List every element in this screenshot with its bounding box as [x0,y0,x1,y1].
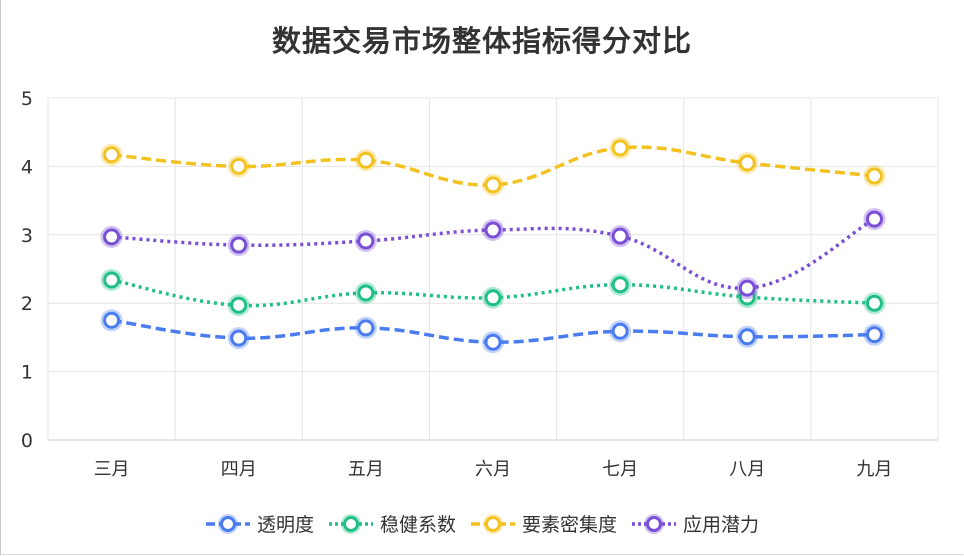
data-point [611,322,629,340]
legend-marker-icon [471,513,515,534]
data-point [865,294,883,312]
data-point [357,232,375,250]
legend-label: 要素密集度 [522,514,618,536]
data-point [357,151,375,169]
legend-item[interactable]: 要素密集度 [470,510,617,537]
legend-item[interactable]: 稳健系数 [328,510,456,537]
data-point [484,289,502,307]
data-point [103,311,121,329]
legend-marker-icon [632,513,677,534]
data-point [738,328,756,346]
data-point [230,236,248,254]
x-tick-label: 七月 [602,459,638,480]
data-point [230,157,248,175]
series-2 [100,268,886,317]
legend-item[interactable]: 应用潜力 [631,510,759,537]
chart-title: 数据交易市场整体指标得分对比 [271,24,692,58]
data-point [103,228,121,246]
data-point [357,284,375,302]
x-tick-label: 四月 [221,459,257,480]
y-tick-label: 3 [21,225,33,247]
data-point [611,139,629,157]
x-tick-label: 九月 [856,459,892,480]
y-tick-label: 4 [21,156,33,178]
y-tick-label: 2 [21,293,33,315]
data-point [103,146,121,164]
y-tick-label: 1 [21,362,33,384]
legend-label: 应用潜力 [683,514,760,536]
y-tick-label: 5 [21,88,33,110]
data-point [484,176,502,194]
data-point [230,329,248,347]
x-tick-label: 六月 [475,459,511,480]
x-tick-label: 八月 [729,459,765,480]
data-point [611,227,629,245]
data-point [865,167,883,185]
data-point [611,276,629,294]
legend-marker-icon [328,513,373,534]
data-point [738,154,756,172]
data-point [738,279,756,297]
legend-item[interactable]: 透明度 [205,510,314,537]
x-tick-label: 五月 [348,459,384,480]
data-point [103,271,121,289]
series-4 [100,208,886,300]
legend-label: 稳健系数 [379,514,456,536]
data-point [484,221,502,239]
data-point [865,210,883,228]
data-point [865,326,883,344]
y-tick-label: 0 [21,430,33,452]
data-point [230,296,248,314]
data-point [484,333,502,351]
x-tick-label: 三月 [94,459,130,480]
legend-label: 透明度 [256,514,314,536]
series-3 [100,136,886,196]
legend-marker-icon [205,513,250,534]
data-point [357,319,375,337]
legend: 透明度 稳健系数 要素密集度 应用潜力 [0,510,964,537]
series-1 [100,309,886,354]
